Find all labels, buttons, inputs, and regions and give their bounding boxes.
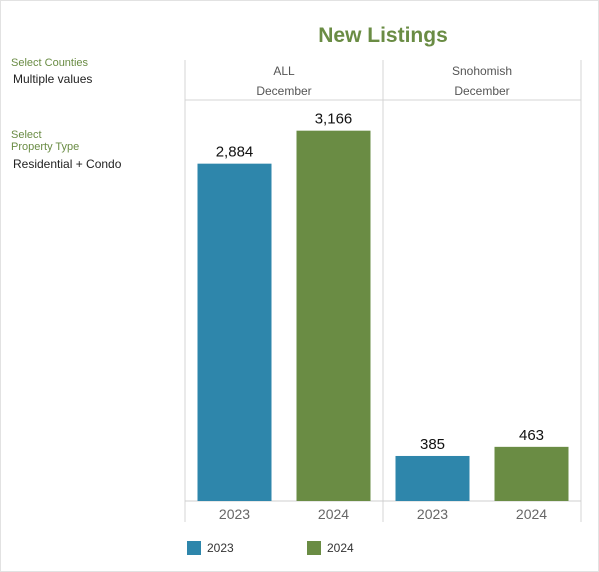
data-label: 3,166 [315, 111, 353, 128]
x-tick-label: 2023 [417, 506, 448, 522]
chart-title: New Listings [318, 24, 448, 47]
data-label: 463 [519, 427, 544, 444]
panel-region-header: Snohomish [452, 64, 512, 78]
legend-label-2024: 2024 [327, 540, 354, 555]
panel-month-header: December [256, 84, 311, 98]
legend-swatch-2024 [307, 540, 321, 555]
legend-item-2024[interactable]: 2024 [307, 540, 354, 555]
filter-property-type-label: Select Property Type [11, 129, 80, 153]
bar-2024 [494, 446, 569, 501]
legend-swatch-2023 [187, 540, 201, 555]
data-label: 385 [420, 436, 445, 453]
panel-month-header: December [454, 84, 509, 98]
legend-item-2023[interactable]: 2023 [187, 540, 234, 555]
panel-region-header: ALL [273, 64, 295, 78]
x-tick-label: 2024 [318, 506, 349, 522]
filter-counties-value[interactable]: Multiple values [13, 72, 93, 86]
x-tick-label: 2024 [516, 506, 547, 522]
bar-2024 [296, 130, 371, 501]
data-label: 2,884 [216, 144, 254, 161]
bar-2023 [197, 163, 272, 501]
filter-counties-label: Select Counties [11, 57, 89, 69]
filter-property-type-value[interactable]: Residential + Condo [13, 157, 122, 171]
x-tick-label: 2023 [219, 506, 250, 522]
bar-2023 [395, 455, 470, 501]
legend-label-2023: 2023 [207, 540, 234, 555]
